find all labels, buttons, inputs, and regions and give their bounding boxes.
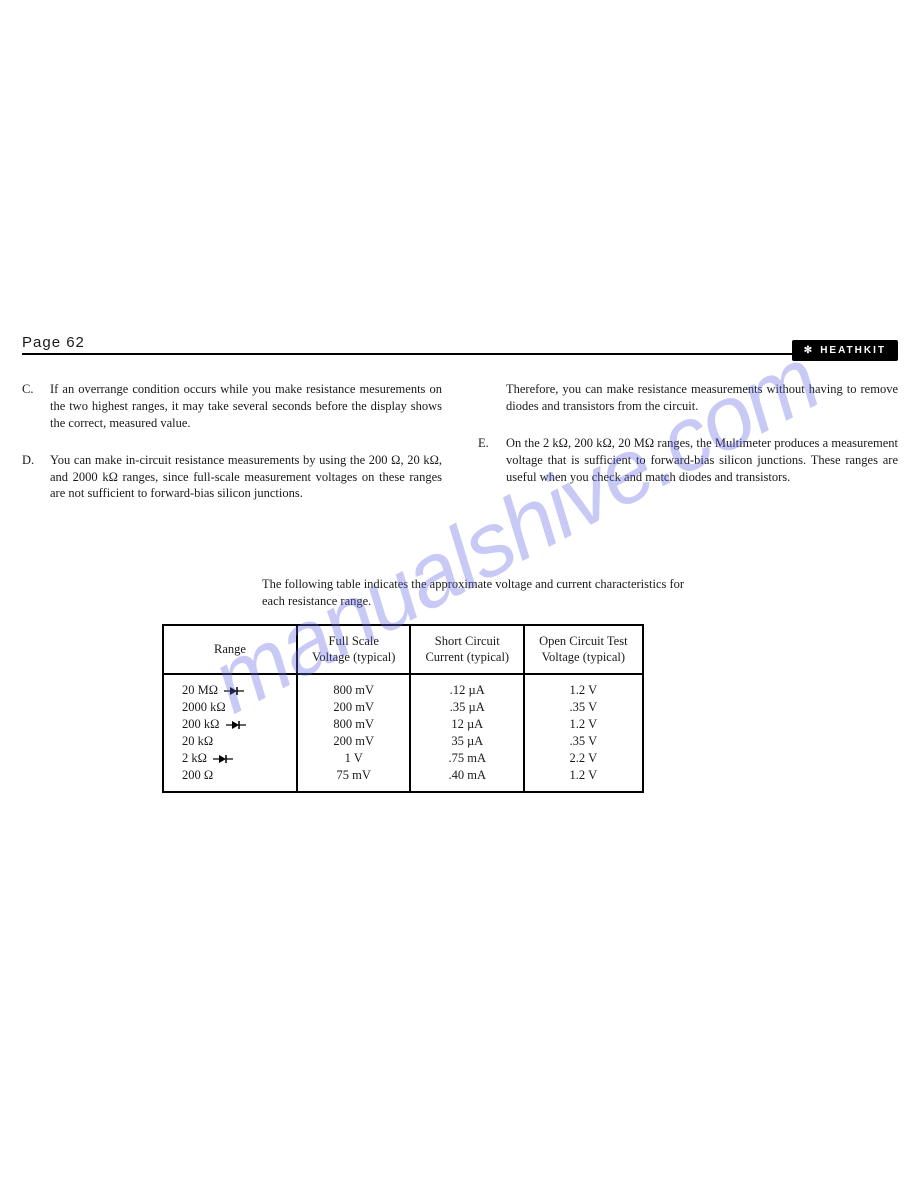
cell-short: .75 mA [410, 750, 524, 767]
cell-open: 1.2 V [524, 767, 642, 792]
cell-fullscale: 200 mV [297, 699, 410, 716]
item-c: C. If an overrange condition occurs whil… [22, 381, 442, 432]
table-row: 2 kΩ 1 V.75 mA2.2 V [163, 750, 643, 767]
cell-fullscale: 1 V [297, 750, 410, 767]
table-row: 200 Ω75 mV.40 mA1.2 V [163, 767, 643, 792]
item-marker [478, 381, 506, 415]
cell-range: 200 kΩ [163, 716, 297, 733]
logo-ornament-icon: ✻ [804, 345, 814, 356]
heathkit-logo: ✻ HEATHKIT [792, 340, 898, 361]
table-row: 2000 kΩ200 mV.35 µA.35 V [163, 699, 643, 716]
page-content: Page 62 ✻ HEATHKIT C. If an overrange co… [22, 330, 898, 793]
cell-range: 200 Ω [163, 767, 297, 792]
table-header-row: Range Full ScaleVoltage (typical) Short … [163, 625, 643, 674]
table-row: 20 kΩ200 mV35 µA.35 V [163, 733, 643, 750]
brand-text: HEATHKIT [820, 345, 886, 356]
table-row: 200 kΩ 800 mV12 µA1.2 V [163, 716, 643, 733]
table-body: 20 MΩ 800 mV.12 µA1.2 V2000 kΩ200 mV.35 … [163, 674, 643, 792]
cell-range: 2000 kΩ [163, 699, 297, 716]
cell-open: .35 V [524, 699, 642, 716]
item-d: D. You can make in-circuit resistance me… [22, 452, 442, 503]
item-text: You can make in-circuit resistance measu… [50, 452, 442, 503]
item-text: On the 2 kΩ, 200 kΩ, 20 MΩ ranges, the M… [506, 435, 898, 486]
cell-range: 20 kΩ [163, 733, 297, 750]
item-e: E. On the 2 kΩ, 200 kΩ, 20 MΩ ranges, th… [478, 435, 898, 486]
cell-fullscale: 200 mV [297, 733, 410, 750]
diode-icon [226, 720, 246, 730]
diode-icon [224, 686, 244, 696]
cell-short: .40 mA [410, 767, 524, 792]
cell-short: .12 µA [410, 674, 524, 699]
right-column: Therefore, you can make resistance measu… [478, 381, 898, 522]
page-header: Page 62 ✻ HEATHKIT [22, 330, 898, 355]
cell-fullscale: 800 mV [297, 674, 410, 699]
left-column: C. If an overrange condition occurs whil… [22, 381, 442, 522]
cell-range: 20 MΩ [163, 674, 297, 699]
page-number: Page 62 [22, 334, 85, 351]
table-row: 20 MΩ 800 mV.12 µA1.2 V [163, 674, 643, 699]
cell-open: 1.2 V [524, 674, 642, 699]
cell-short: 35 µA [410, 733, 524, 750]
col-header-range: Range [163, 625, 297, 674]
item-d-continuation: Therefore, you can make resistance measu… [478, 381, 898, 415]
item-marker: E. [478, 435, 506, 486]
cell-short: 12 µA [410, 716, 524, 733]
col-header-fullscale: Full ScaleVoltage (typical) [297, 625, 410, 674]
cell-range: 2 kΩ [163, 750, 297, 767]
diode-icon [213, 754, 233, 764]
cell-short: .35 µA [410, 699, 524, 716]
item-marker: D. [22, 452, 50, 503]
cell-open: 2.2 V [524, 750, 642, 767]
cell-open: .35 V [524, 733, 642, 750]
range-table: Range Full ScaleVoltage (typical) Short … [162, 624, 644, 793]
col-header-open: Open Circuit TestVoltage (typical) [524, 625, 642, 674]
cell-fullscale: 800 mV [297, 716, 410, 733]
text-columns: C. If an overrange condition occurs whil… [22, 381, 898, 522]
cell-open: 1.2 V [524, 716, 642, 733]
item-text: Therefore, you can make resistance measu… [506, 381, 898, 415]
table-intro-text: The following table indicates the approx… [262, 576, 702, 610]
cell-fullscale: 75 mV [297, 767, 410, 792]
col-header-short: Short CircuitCurrent (typical) [410, 625, 524, 674]
item-text: If an overrange condition occurs while y… [50, 381, 442, 432]
item-marker: C. [22, 381, 50, 432]
